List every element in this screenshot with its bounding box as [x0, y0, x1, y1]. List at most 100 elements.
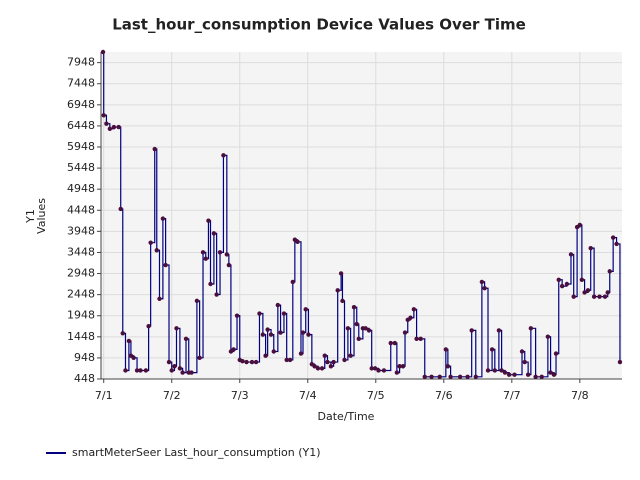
data-point	[489, 347, 495, 352]
data-point	[402, 330, 408, 335]
data-point	[183, 336, 189, 342]
data-point	[437, 374, 442, 380]
data-point	[287, 357, 293, 363]
data-point	[104, 121, 109, 126]
data-point	[340, 298, 345, 304]
data-point	[496, 328, 502, 333]
data-point	[203, 256, 208, 261]
data-point	[522, 359, 527, 365]
data-point	[111, 124, 117, 130]
y-tick-label: 6948	[67, 98, 95, 111]
y-axis-label: Y1	[24, 209, 37, 224]
data-point	[263, 353, 268, 358]
x-tick-label: 7/2	[163, 389, 181, 402]
x-axis-label: Date/Time	[318, 410, 375, 423]
x-tick-label: 7/8	[571, 389, 589, 402]
data-point	[154, 248, 159, 253]
x-tick-label: 7/4	[299, 389, 317, 402]
data-point	[101, 113, 106, 118]
data-point	[319, 366, 325, 371]
data-point	[597, 294, 602, 299]
y-tick-label: 6448	[67, 119, 95, 132]
data-point	[545, 334, 551, 339]
data-point	[120, 331, 125, 336]
data-point	[519, 349, 525, 354]
data-point	[418, 336, 423, 342]
data-point	[617, 359, 623, 365]
data-point	[408, 315, 413, 320]
data-point	[134, 368, 140, 373]
data-point	[345, 326, 351, 331]
data-point	[348, 353, 353, 358]
data-point	[118, 206, 123, 212]
data-point	[443, 347, 449, 352]
data-point	[174, 326, 179, 331]
data-point	[328, 364, 334, 369]
data-point	[116, 124, 121, 130]
data-point	[363, 326, 368, 331]
data-point	[614, 241, 619, 247]
data-point	[200, 250, 206, 255]
data-point	[284, 357, 289, 363]
data-point	[429, 374, 434, 380]
data-point	[208, 281, 213, 287]
data-point	[568, 252, 574, 257]
data-point	[342, 357, 347, 363]
data-point	[506, 372, 512, 377]
data-point	[457, 374, 463, 380]
y-tick-label: 3948	[67, 224, 95, 237]
data-point	[126, 338, 132, 344]
data-point	[325, 359, 330, 365]
data-point	[448, 374, 453, 380]
data-point	[588, 245, 593, 251]
data-point	[397, 364, 402, 369]
data-point	[376, 368, 381, 373]
data-point	[197, 355, 202, 361]
data-point	[499, 368, 504, 373]
data-point	[392, 340, 398, 346]
y-tick-label: 7948	[67, 56, 95, 69]
data-point	[512, 372, 517, 377]
data-point	[469, 328, 474, 333]
y-tick-label: 4448	[67, 203, 95, 216]
data-point	[148, 240, 153, 245]
data-point	[585, 288, 591, 293]
data-point	[571, 294, 576, 299]
data-point	[354, 321, 359, 327]
data-point	[138, 368, 143, 373]
data-point	[146, 323, 151, 329]
data-point	[160, 216, 166, 221]
y-tick-label: 948	[74, 351, 95, 364]
data-point	[564, 281, 570, 287]
data-point	[579, 277, 585, 282]
data-point	[602, 294, 608, 299]
data-point	[322, 353, 327, 358]
x-tick-label: 7/7	[503, 389, 521, 402]
data-point	[166, 359, 172, 365]
data-point	[268, 332, 274, 337]
y-tick-label: 7448	[67, 77, 95, 90]
y-axis-label: Values	[35, 198, 48, 234]
data-point	[281, 311, 287, 316]
y-tick-label: 1948	[67, 309, 95, 322]
data-point	[577, 222, 583, 228]
data-point	[315, 366, 321, 371]
y-tick-label: 5948	[67, 140, 95, 153]
data-point	[100, 49, 106, 55]
data-point	[492, 368, 498, 373]
data-point	[591, 294, 597, 299]
data-point	[607, 269, 612, 274]
data-point	[338, 271, 344, 276]
data-point	[372, 366, 378, 371]
data-point	[605, 290, 610, 295]
data-point	[123, 368, 128, 373]
data-point	[300, 330, 306, 335]
data-point	[394, 370, 400, 375]
data-point	[157, 296, 162, 301]
data-point	[295, 239, 300, 245]
y-tick-label: 2448	[67, 288, 95, 301]
data-point	[163, 262, 168, 268]
data-point	[381, 368, 387, 373]
data-point	[253, 359, 259, 365]
data-point	[275, 302, 281, 308]
